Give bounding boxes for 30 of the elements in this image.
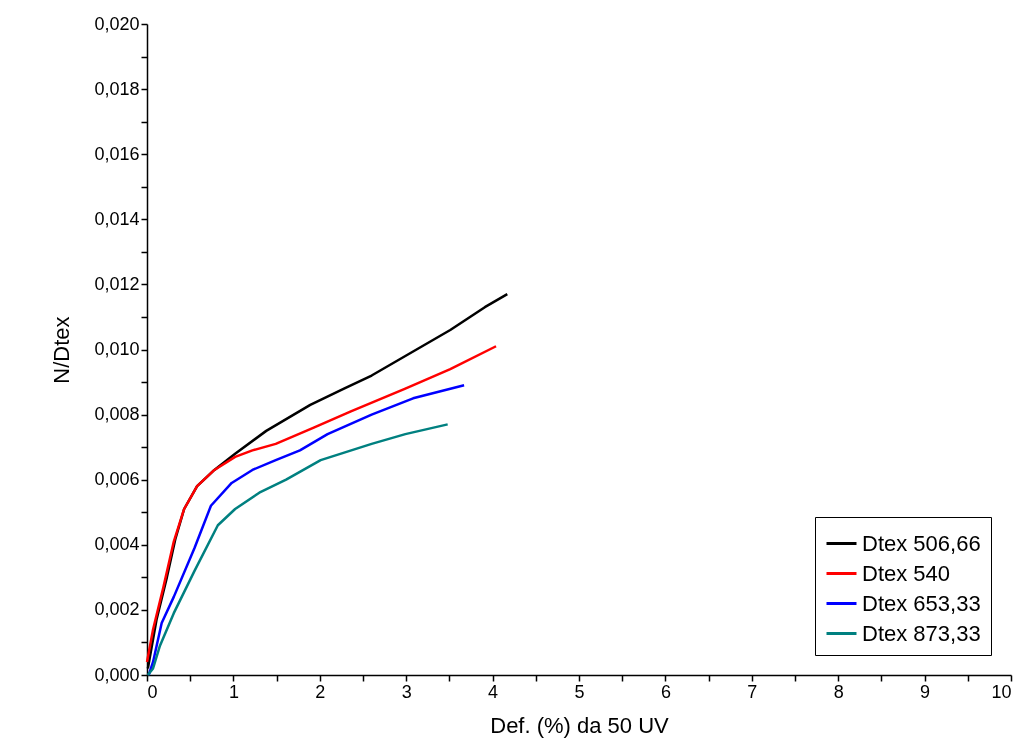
x-tick-label: 10 — [991, 681, 1012, 702]
x-tick-label: 3 — [401, 681, 412, 702]
line-series — [146, 423, 449, 677]
y-tick-label: 0,018 — [94, 78, 140, 99]
legend-label: Dtex 653,33 — [862, 590, 981, 616]
x-tick-label: 6 — [660, 681, 671, 702]
legend-label: Dtex 540 — [862, 560, 951, 586]
x-tick-label: 9 — [920, 681, 931, 702]
line-series — [145, 345, 498, 664]
legend-label: Dtex 873,33 — [862, 620, 981, 646]
y-tick-label: 0,012 — [94, 273, 140, 294]
y-axis-title: N/Dtex — [49, 316, 75, 384]
legend-label: Dtex 506,66 — [862, 530, 981, 556]
x-axis-title: Def. (%) da 50 UV — [490, 712, 670, 738]
x-tick-label: 2 — [315, 681, 326, 702]
y-tick-label: 0,004 — [94, 534, 140, 555]
y-tick-label: 0,000 — [94, 664, 140, 685]
x-tick-label: 0 — [147, 681, 158, 702]
y-tick-label: 0,020 — [94, 13, 140, 34]
y-tick-label: 0,006 — [94, 469, 140, 490]
x-tick-label: 5 — [574, 681, 585, 702]
x-tick-label: 8 — [833, 681, 844, 702]
x-tick-label: 4 — [488, 681, 499, 702]
y-tick-label: 0,008 — [94, 404, 140, 425]
x-tick-label: 7 — [747, 681, 758, 702]
y-tick-label: 0,002 — [94, 599, 140, 620]
y-tick-label: 0,010 — [94, 339, 140, 359]
y-tick-label: 0,016 — [94, 143, 140, 164]
x-tick-label: 1 — [228, 681, 239, 702]
y-tick-label: 0,014 — [94, 208, 140, 229]
